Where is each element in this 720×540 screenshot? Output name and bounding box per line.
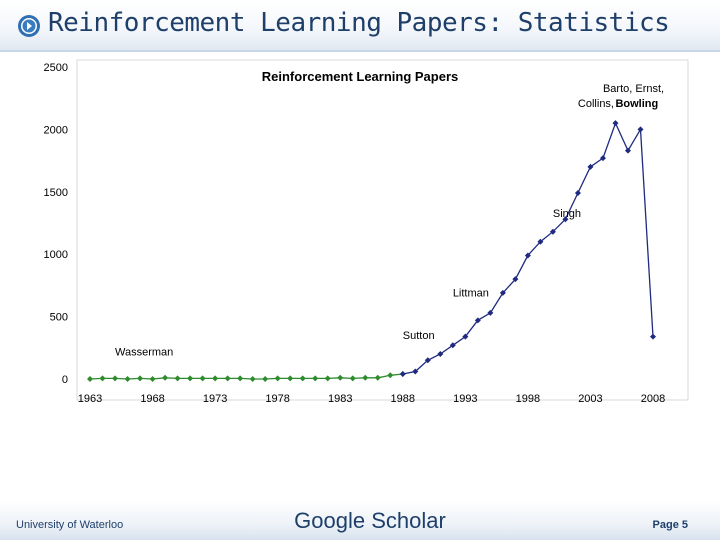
data-point <box>587 163 594 170</box>
circle-arrow-bullet-icon <box>18 15 40 37</box>
x-tick-label: 1998 <box>516 393 540 405</box>
data-point <box>537 238 544 245</box>
y-tick-label: 0 <box>62 374 68 386</box>
series-line-1 <box>89 373 403 380</box>
data-point <box>574 190 581 197</box>
data-point <box>262 376 269 382</box>
y-tick-label: 2000 <box>44 124 68 136</box>
data-point <box>324 375 331 382</box>
plot-frame <box>76 59 689 401</box>
data-point <box>512 276 519 283</box>
data-point <box>499 289 506 296</box>
data-point <box>612 120 619 127</box>
y-tick-label: 500 <box>50 312 68 324</box>
data-point <box>212 375 219 382</box>
x-tick-label: 2008 <box>641 393 665 405</box>
data-point <box>399 371 406 378</box>
data-point <box>112 375 119 382</box>
data-point <box>149 376 156 382</box>
data-point <box>224 375 231 382</box>
data-point <box>99 375 106 382</box>
annotation-label: Barto, Ernst, <box>603 83 664 95</box>
data-point <box>312 375 319 382</box>
chart: Reinforcement Learning Papers 2500 2000 150… <box>44 59 689 405</box>
data-point <box>599 155 606 162</box>
data-point <box>124 376 131 382</box>
x-tick-label: 1983 <box>328 393 352 405</box>
data-point <box>287 375 294 382</box>
data-point <box>237 375 244 382</box>
x-tick-label: 2003 <box>578 393 602 405</box>
x-tick-label: 1973 <box>203 393 227 405</box>
data-point <box>87 376 93 382</box>
data-point <box>362 374 369 381</box>
y-tick-label: 2500 <box>44 62 68 74</box>
x-tick-label: 1968 <box>140 393 164 405</box>
x-tick-label: 1993 <box>453 393 477 405</box>
x-tick-label: 1978 <box>265 393 289 405</box>
footer-source: Google Scholar <box>294 508 446 533</box>
data-point <box>374 374 381 381</box>
header-band <box>0 0 720 52</box>
data-point <box>337 374 344 381</box>
data-point <box>437 351 444 358</box>
footer-institution: University of Waterloo <box>16 519 124 531</box>
annotation-label: Wasserman <box>115 346 173 358</box>
annotation-label: Littman <box>453 288 489 300</box>
data-point <box>424 357 431 364</box>
x-tick-label: 1988 <box>391 393 415 405</box>
chart-title: Reinforcement Learning Papers <box>262 69 459 84</box>
annotation-label: Collins, <box>578 98 614 110</box>
data-point <box>549 228 556 235</box>
x-tick-label: 1963 <box>78 393 102 405</box>
data-point <box>137 375 144 382</box>
data-point <box>187 375 194 382</box>
page-number: Page 5 <box>652 519 688 531</box>
data-point <box>162 374 169 381</box>
data-point <box>412 368 419 375</box>
data-point <box>562 216 569 223</box>
data-point <box>462 333 469 340</box>
data-point <box>299 375 306 382</box>
data-point <box>650 333 656 340</box>
data-point <box>624 147 631 154</box>
data-point <box>249 376 256 382</box>
data-point <box>637 126 644 133</box>
footer-band <box>0 500 720 540</box>
data-point <box>199 375 206 382</box>
annotation-label: Sutton <box>403 330 435 342</box>
data-point <box>274 375 281 382</box>
data-point <box>487 309 494 316</box>
data-point <box>524 252 531 259</box>
data-point <box>387 372 394 379</box>
annotation-label: Singh <box>553 208 581 220</box>
annotation-label: Bowling <box>615 98 658 110</box>
data-point <box>349 375 356 382</box>
y-tick-label: 1000 <box>44 249 68 261</box>
data-point <box>474 317 481 324</box>
data-point <box>174 375 181 382</box>
header-divider <box>0 50 720 52</box>
data-point <box>449 342 456 349</box>
slide-title: Reinforcement Learning Papers: Statistic… <box>48 8 670 38</box>
series-line-2 <box>402 121 654 375</box>
y-tick-label: 1500 <box>44 187 68 199</box>
